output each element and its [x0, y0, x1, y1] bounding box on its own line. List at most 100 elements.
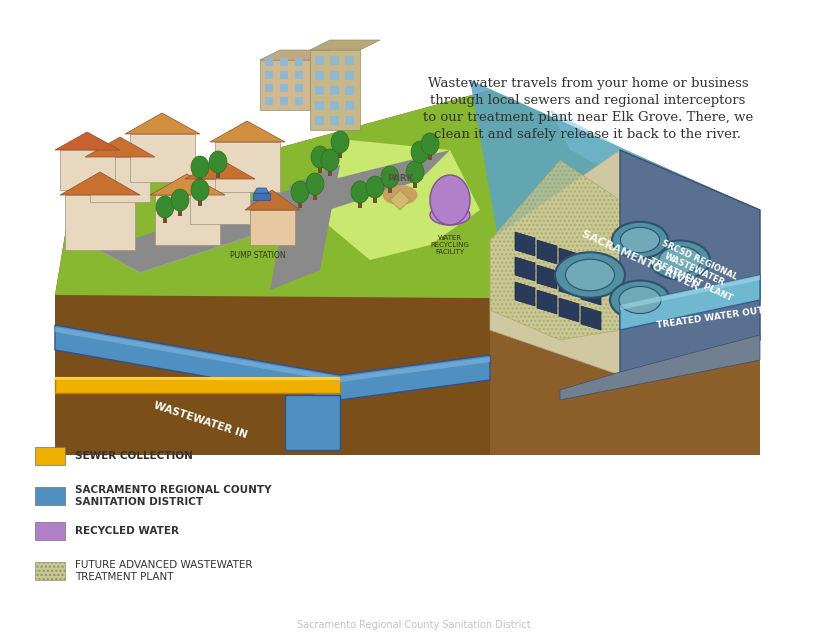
Text: TREATED WATER OUT: TREATED WATER OUT	[655, 306, 763, 330]
Bar	[337, 148, 342, 158]
Bar	[345, 71, 354, 80]
Polygon shape	[490, 160, 619, 340]
Ellipse shape	[311, 146, 328, 168]
Text: PARK: PARK	[386, 173, 413, 182]
Polygon shape	[184, 159, 255, 179]
Ellipse shape	[649, 241, 709, 280]
Bar	[265, 97, 273, 105]
Polygon shape	[490, 90, 759, 455]
Ellipse shape	[321, 149, 338, 171]
Ellipse shape	[565, 259, 614, 291]
Polygon shape	[390, 190, 409, 210]
Bar	[178, 206, 182, 216]
Bar	[313, 190, 317, 200]
Bar	[314, 101, 323, 110]
Bar	[216, 168, 220, 178]
Polygon shape	[55, 90, 490, 455]
Ellipse shape	[429, 205, 470, 225]
Polygon shape	[260, 60, 309, 110]
Text: SACRAMENTO REGIONAL COUNTY
SANITATION DISTRICT: SACRAMENTO REGIONAL COUNTY SANITATION DI…	[75, 485, 271, 507]
Bar	[265, 84, 273, 92]
Bar	[413, 178, 417, 188]
Polygon shape	[90, 157, 150, 202]
Bar	[163, 213, 167, 223]
Polygon shape	[581, 281, 600, 305]
Bar	[345, 116, 354, 125]
Bar	[345, 56, 354, 65]
Polygon shape	[558, 248, 578, 272]
Bar	[314, 56, 323, 65]
Polygon shape	[55, 132, 120, 150]
Polygon shape	[210, 121, 284, 142]
Ellipse shape	[420, 133, 438, 155]
Ellipse shape	[191, 156, 208, 178]
Bar	[35, 447, 65, 465]
Ellipse shape	[351, 181, 369, 203]
Polygon shape	[514, 257, 534, 281]
Polygon shape	[100, 153, 449, 274]
Polygon shape	[189, 179, 250, 224]
Ellipse shape	[658, 246, 700, 273]
Bar	[198, 196, 202, 206]
Ellipse shape	[171, 189, 189, 211]
Bar	[330, 116, 338, 125]
Bar	[327, 166, 332, 176]
Polygon shape	[514, 232, 534, 256]
Polygon shape	[284, 395, 340, 450]
Polygon shape	[537, 290, 557, 314]
Polygon shape	[309, 140, 480, 260]
Polygon shape	[558, 273, 578, 297]
Polygon shape	[100, 150, 449, 272]
Polygon shape	[245, 190, 299, 210]
Polygon shape	[55, 377, 340, 393]
Text: FUTURE ADVANCED WASTEWATER
TREATMENT PLANT: FUTURE ADVANCED WASTEWATER TREATMENT PLA…	[75, 560, 252, 582]
Text: WATER
RECYCLING
FACILITY: WATER RECYCLING FACILITY	[430, 235, 469, 255]
Ellipse shape	[410, 141, 428, 163]
Bar	[265, 71, 273, 79]
Bar	[35, 487, 65, 505]
Polygon shape	[309, 50, 360, 130]
Polygon shape	[150, 174, 225, 195]
Polygon shape	[549, 110, 759, 250]
Bar	[428, 150, 432, 160]
Polygon shape	[55, 325, 490, 400]
Bar	[294, 71, 303, 79]
Polygon shape	[619, 275, 759, 310]
Bar	[388, 183, 391, 193]
Ellipse shape	[208, 151, 227, 173]
Polygon shape	[537, 240, 557, 264]
Polygon shape	[215, 142, 280, 192]
Ellipse shape	[619, 227, 659, 253]
Bar	[294, 58, 303, 66]
Polygon shape	[537, 265, 557, 289]
Polygon shape	[470, 80, 759, 340]
Polygon shape	[581, 256, 600, 280]
Polygon shape	[60, 172, 140, 195]
Polygon shape	[490, 150, 759, 375]
Bar	[298, 198, 302, 208]
Bar	[345, 86, 354, 95]
Ellipse shape	[609, 280, 669, 319]
Ellipse shape	[306, 173, 323, 195]
Polygon shape	[55, 90, 759, 300]
Polygon shape	[254, 188, 269, 193]
Text: SACRAMENTO RIVER: SACRAMENTO RIVER	[579, 228, 700, 292]
Polygon shape	[309, 40, 380, 50]
Ellipse shape	[611, 222, 667, 258]
Polygon shape	[55, 377, 340, 380]
Bar	[35, 562, 65, 580]
Bar	[280, 84, 288, 92]
Polygon shape	[619, 150, 759, 375]
Text: WASTEWATER IN: WASTEWATER IN	[152, 400, 248, 440]
Bar	[345, 101, 354, 110]
Text: RECYCLED WATER: RECYCLED WATER	[75, 526, 179, 536]
Text: SRCSD REGIONAL
WASTEWATER
TREATMENT PLANT: SRCSD REGIONAL WASTEWATER TREATMENT PLAN…	[647, 237, 741, 303]
Polygon shape	[130, 134, 195, 182]
Polygon shape	[581, 306, 600, 330]
Polygon shape	[619, 275, 759, 330]
Bar	[330, 71, 338, 80]
Ellipse shape	[290, 181, 308, 203]
Polygon shape	[155, 195, 220, 245]
Polygon shape	[558, 298, 578, 322]
Bar	[35, 522, 65, 540]
